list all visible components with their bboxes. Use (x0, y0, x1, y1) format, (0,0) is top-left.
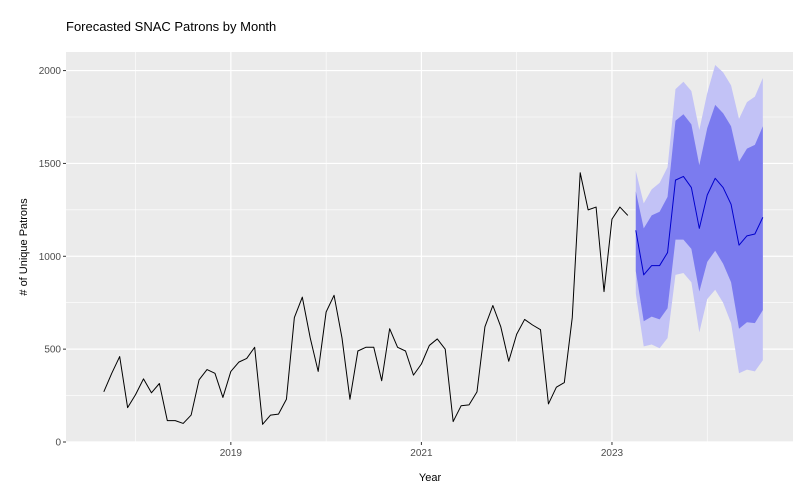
y-tick-label: 1000 (39, 252, 62, 263)
x-tick-label: 2023 (601, 448, 624, 459)
forecast-band-80 (635, 104, 763, 329)
y-tick-label: 0 (55, 438, 61, 449)
x-tick-label: 2019 (220, 448, 243, 459)
observed-series-line (103, 172, 629, 425)
major-gridlines (66, 52, 793, 443)
x-axis: 2019 2021 2023 (220, 442, 624, 459)
y-tick-label: 2000 (39, 66, 62, 77)
chart-title: Forecasted SNAC Patrons by Month (66, 19, 276, 34)
y-axis-title: # of Unique Patrons (18, 198, 30, 296)
forecast-mean-line (635, 175, 764, 276)
forecast-intervals (635, 65, 763, 374)
x-tick-label: 2021 (410, 448, 433, 459)
y-tick-label: 1500 (39, 159, 62, 170)
y-tick-label: 500 (44, 345, 61, 356)
y-axis: 0 500 1000 1500 2000 (39, 66, 66, 449)
x-axis-title: Year (419, 472, 442, 484)
series-lines (103, 172, 764, 425)
